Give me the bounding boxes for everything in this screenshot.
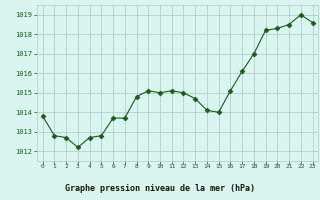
Text: Graphe pression niveau de la mer (hPa): Graphe pression niveau de la mer (hPa) <box>65 184 255 193</box>
